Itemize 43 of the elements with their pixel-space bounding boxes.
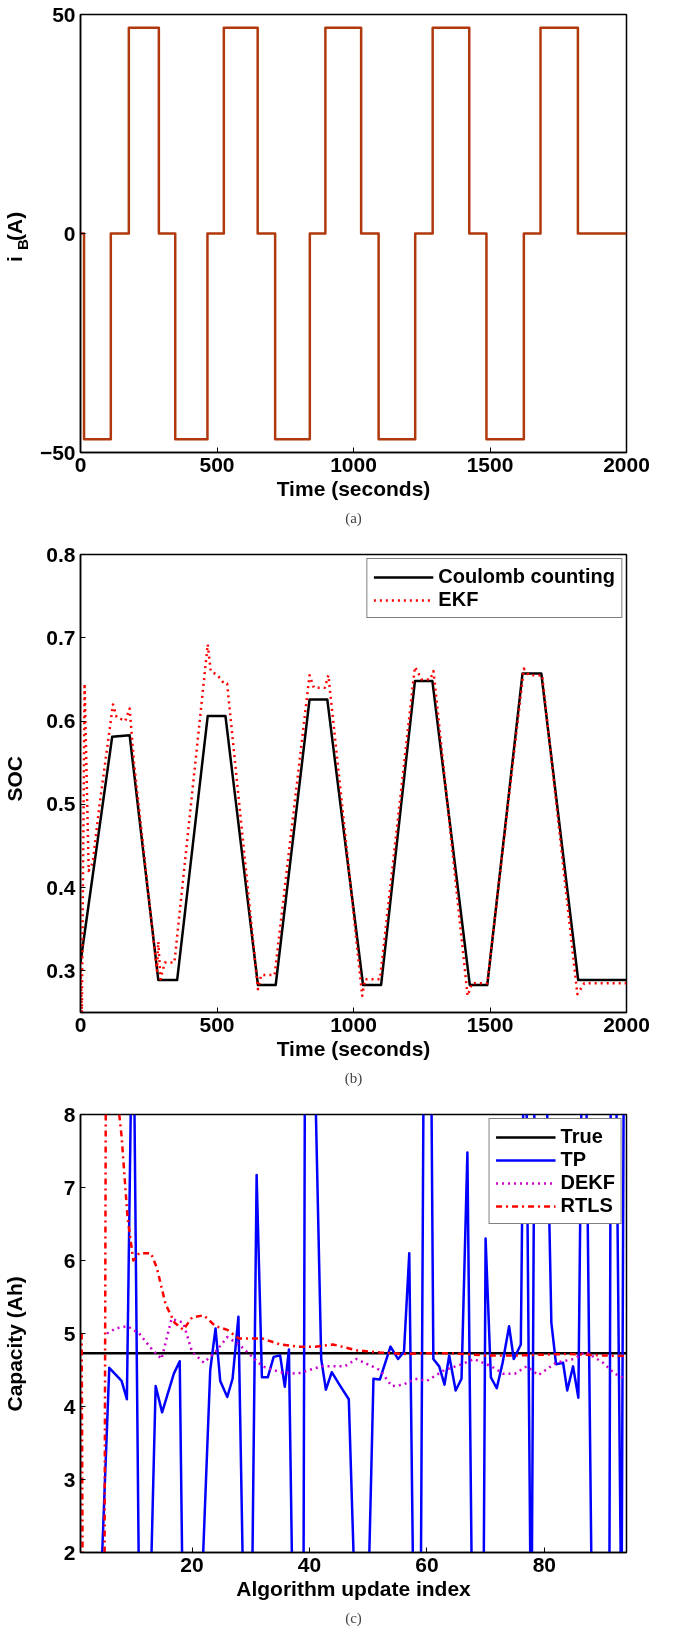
x-tick-label: 1500 [466,1012,514,1036]
y-axis-title: Capacity (Ah) [3,1276,26,1412]
y-tick-label: 0.8 [46,542,76,566]
x-tick-label: 1000 [330,1012,377,1036]
y-tick-label: 0.3 [46,958,76,982]
y-tick-label: −50 [39,440,76,464]
x-tick-label: 1500 [466,452,514,476]
y-axis-title: SOC [3,755,26,802]
y-tick-label: 0.5 [46,792,76,816]
x-tick-label: 500 [199,452,235,476]
x-tick-label: 20 [180,1552,204,1576]
legend-label: DEKF [560,1171,615,1194]
x-tick-label: 60 [415,1552,439,1576]
y-tick-label: 7 [63,1175,76,1199]
x-tick-label: 40 [297,1552,322,1576]
y-tick-label: 6 [63,1248,76,1272]
legend-label: EKF [438,588,479,611]
text: (c) [345,1609,362,1627]
legend-label: True [560,1125,603,1148]
x-tick-label: 80 [532,1552,556,1576]
y-tick-label: 50 [52,2,76,26]
y-tick-label: 4 [63,1394,76,1418]
legend-label: Coulomb counting [438,565,615,588]
x-axis-title: Time (seconds) [276,1036,431,1060]
y-tick-label: 8 [63,1102,76,1126]
y-tick-label: 0.6 [46,709,76,733]
x-axis-title: Algorithm update index [236,1576,472,1600]
x-tick-label: 500 [199,1012,235,1036]
text: (a) [345,509,362,527]
x-tick-label: 1000 [330,452,377,476]
legend-label: TP [560,1148,587,1171]
y-tick-label: 3 [63,1467,76,1491]
y-tick-label: 0 [63,221,76,245]
y-tick-label: 0.4 [46,875,76,899]
y-tick-label: 5 [63,1321,76,1345]
legend-label: RTLS [560,1194,613,1217]
x-tick-label: 2000 [603,1012,650,1036]
x-tick-label: 2000 [603,452,650,476]
x-axis-title: Time (seconds) [276,476,431,500]
y-tick-label: 0.7 [46,625,76,649]
y-axis-title: iB(A) [3,211,32,262]
y-tick-label: 2 [63,1540,76,1564]
text: (b) [344,1069,363,1087]
